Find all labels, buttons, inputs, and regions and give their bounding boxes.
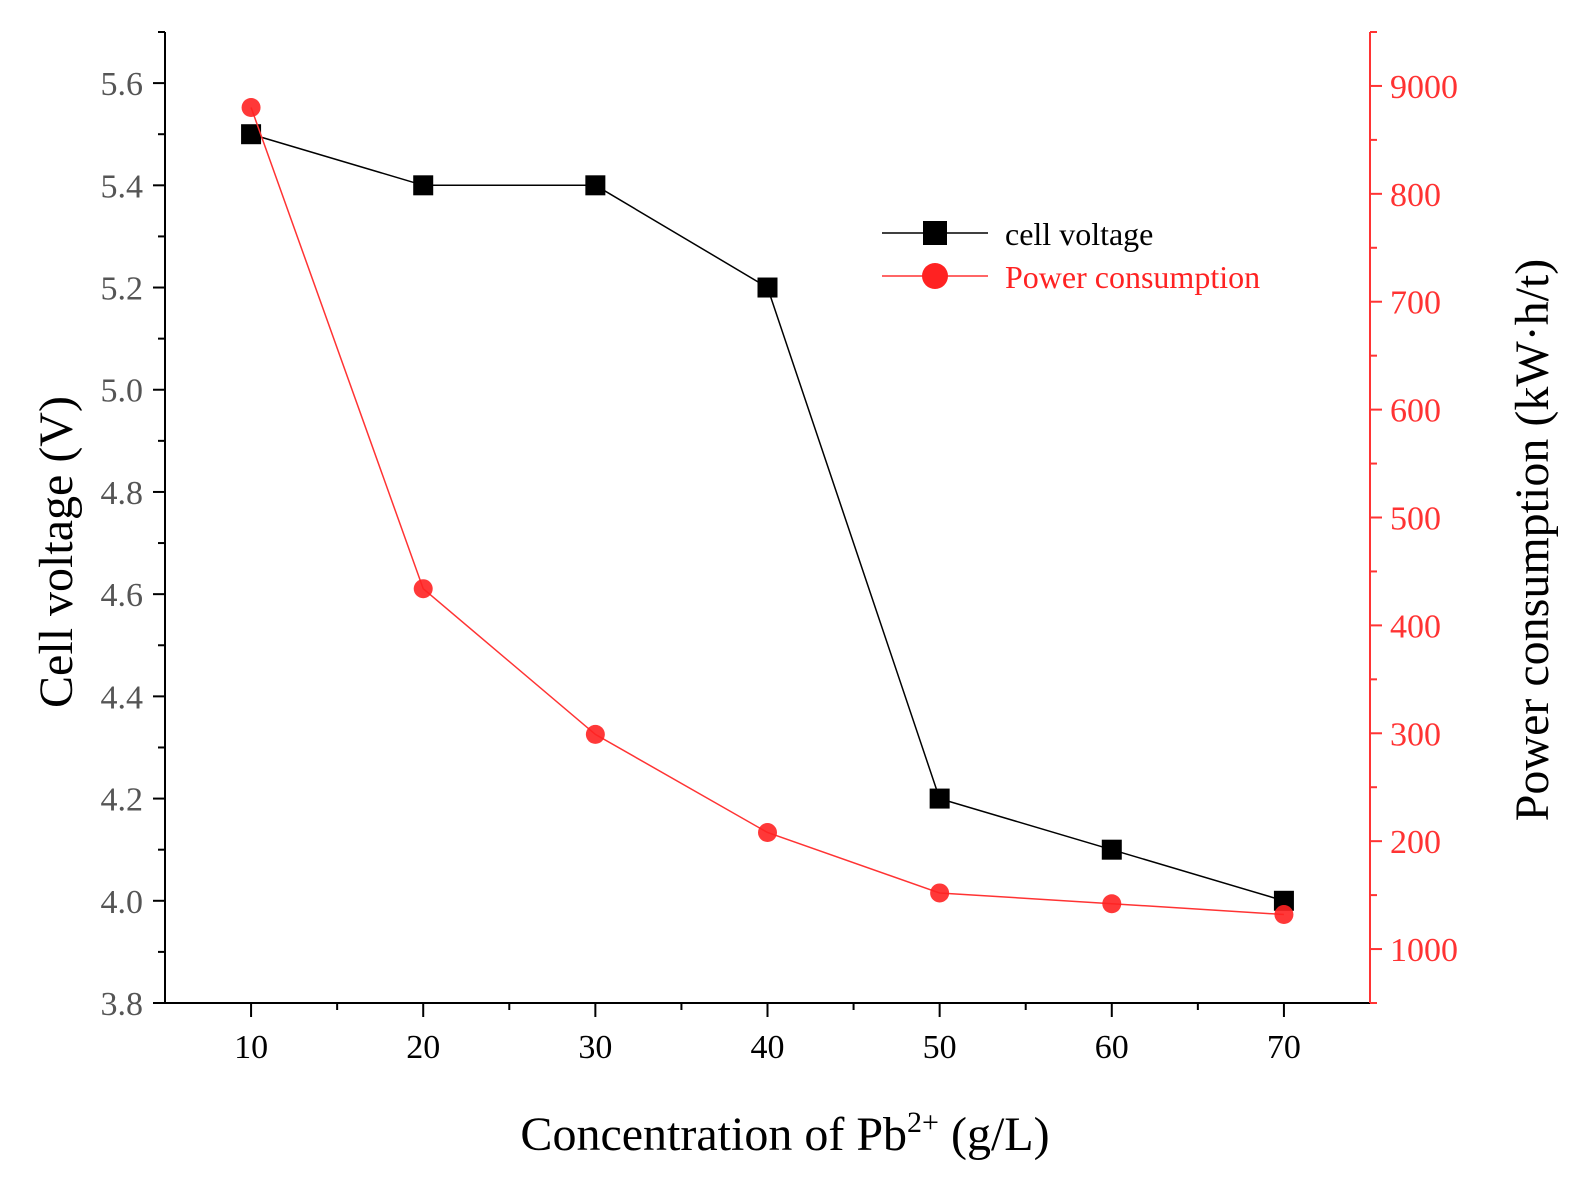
left-axis-title: Cell voltage (V) <box>30 396 83 708</box>
left-tick-label: 5.4 <box>101 168 144 205</box>
left-tick-label: 4.8 <box>101 475 144 512</box>
legend: cell voltage Power consumption <box>882 216 1260 295</box>
left-tick-label: 5.6 <box>101 66 144 103</box>
left-tick-label: 3.8 <box>101 986 144 1023</box>
data-point-cell-voltage <box>241 124 262 145</box>
left-tick-label: 4.4 <box>101 679 144 716</box>
left-tick-label: 4.6 <box>101 577 144 614</box>
x-tick-label: 50 <box>923 1029 957 1066</box>
x-tick-label: 70 <box>1267 1029 1301 1066</box>
data-point-power-consumption <box>1102 894 1122 914</box>
legend-marker-cell-voltage <box>923 221 947 245</box>
data-point-power-consumption <box>585 724 605 744</box>
right-tick-label: 600 <box>1390 393 1441 430</box>
label-layer: 10 20 30 40 50 60 70 3.8 4.0 4.2 4.4 4.6 4.8 5.0 5.2 5.… <box>101 66 1459 1066</box>
data-point-power-consumption <box>1274 905 1294 925</box>
series-layer <box>241 98 1294 925</box>
right-tick-label: 1000 <box>1390 932 1458 969</box>
legend-label-cell-voltage: cell voltage <box>1005 216 1153 252</box>
data-point-power-consumption <box>930 883 950 903</box>
data-point-cell-voltage <box>1273 890 1294 911</box>
left-tick-label: 4.0 <box>101 884 144 921</box>
data-point-power-consumption <box>758 823 777 843</box>
data-point-cell-voltage <box>929 788 950 809</box>
right-tick-label: 500 <box>1390 501 1441 538</box>
legend-marker-power-consumption <box>922 263 948 289</box>
x-tick-label: 40 <box>751 1029 785 1066</box>
data-point-cell-voltage <box>1101 839 1122 860</box>
left-tick-label: 5.2 <box>101 271 144 308</box>
right-axis-title: Power consumption (kW·h/t) <box>1506 259 1559 822</box>
data-point-cell-voltage <box>585 175 606 196</box>
right-tick-label: 200 <box>1390 824 1441 861</box>
x-axis-title-superscript: 2+ <box>907 1106 939 1139</box>
left-tick-label: 4.2 <box>101 782 144 819</box>
x-tick-label: 30 <box>578 1029 612 1066</box>
data-point-power-consumption <box>241 98 261 118</box>
x-axis-title: Concentration of Pb2+ (g/L) <box>520 1106 1049 1161</box>
data-point-cell-voltage <box>757 277 778 298</box>
left-tick-label: 5.0 <box>101 373 144 410</box>
data-point-cell-voltage <box>413 175 434 196</box>
x-axis-title-unit: (g/L) <box>939 1108 1050 1161</box>
right-tick-label: 9000 <box>1390 69 1458 106</box>
right-tick-label: 300 <box>1390 716 1441 753</box>
legend-label-power-consumption: Power consumption <box>1005 259 1260 295</box>
axes-layer <box>153 31 1382 1017</box>
right-tick-label: 700 <box>1390 285 1441 322</box>
x-tick-label: 60 <box>1095 1029 1129 1066</box>
x-tick-label: 20 <box>406 1029 440 1066</box>
x-tick-label: 10 <box>234 1029 268 1066</box>
right-tick-label: 400 <box>1390 608 1441 645</box>
x-axis-title-main: Concentration of Pb <box>520 1108 907 1161</box>
data-point-power-consumption <box>413 579 433 599</box>
right-tick-label: 800 <box>1390 177 1441 214</box>
